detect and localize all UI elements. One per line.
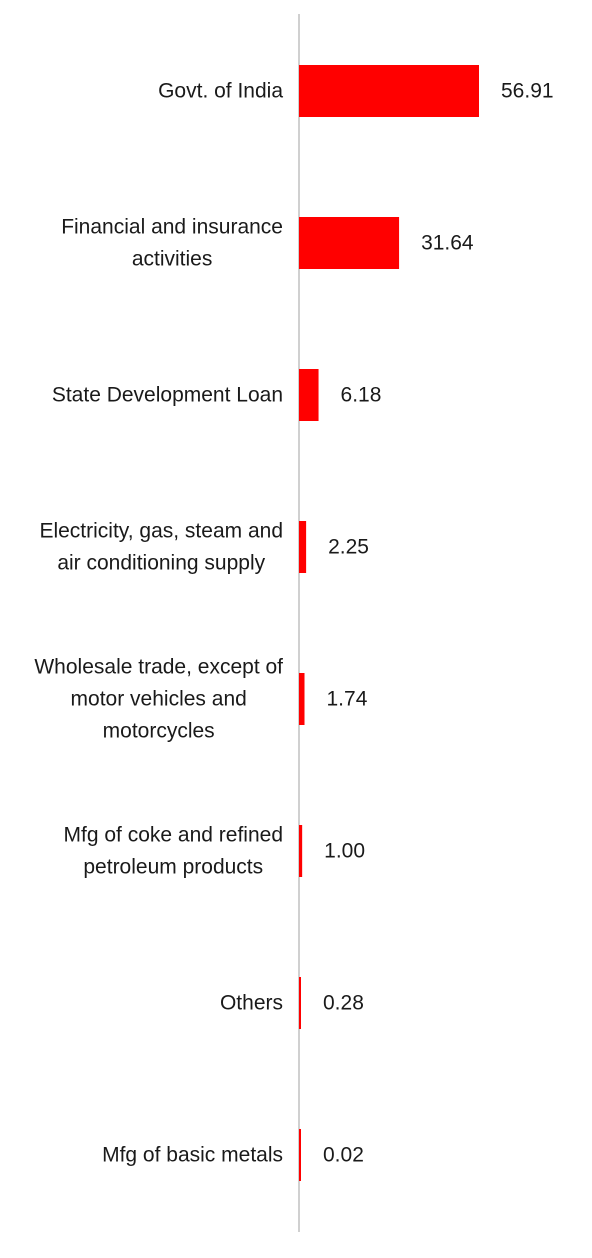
category-label-line: Wholesale trade, except of [34,656,283,679]
category-label-line: Others [220,992,283,1015]
category-label-line: air conditioning supply [57,552,265,575]
value-labels-group: 56.91 31.64 6.18 2.25 1.74 1.00 0.28 0.02 [323,80,554,1167]
bar [299,1129,301,1181]
value-label: 1.74 [327,688,368,711]
value-label: 31.64 [421,232,474,255]
category-label: Electricity, gas, steam and air condition… [39,520,283,575]
category-label: State Development Loan [52,384,283,407]
category-label: Financial and insurance activities [61,216,283,271]
bar [299,217,400,269]
category-label-line: Mfg of basic metals [102,1144,283,1167]
bar [299,65,479,117]
value-label: 6.18 [341,384,382,407]
category-label: Wholesale trade, except of motor vehicles… [34,656,283,743]
category-label: Mfg of coke and refined petroleum product… [64,824,283,879]
category-label: Mfg of basic metals [102,1144,283,1167]
category-label-line: activities [132,248,213,271]
category-label: Others [220,992,283,1015]
value-label: 2.25 [328,536,369,559]
category-label-line: petroleum products [83,856,263,879]
category-label-line: motor vehicles and [71,688,247,711]
bar [299,521,307,573]
bar [299,673,305,725]
category-label-line: Electricity, gas, steam and [39,520,283,543]
category-label-line: Financial and insurance [61,216,283,239]
bar [299,825,303,877]
value-label: 56.91 [501,80,554,103]
category-labels-group: Govt. of India Financial and insurance act… [34,80,283,1167]
value-label: 1.00 [324,840,365,863]
category-label: Govt. of India [158,80,283,103]
bars-group [299,65,479,1181]
category-label-line: Mfg of coke and refined [64,824,283,847]
category-label-line: Govt. of India [158,80,283,103]
bar [299,977,301,1029]
category-label-line: motorcycles [103,720,215,743]
value-label: 0.02 [323,1144,364,1167]
bar [299,369,319,421]
category-label-line: State Development Loan [52,384,283,407]
value-label: 0.28 [323,992,364,1015]
